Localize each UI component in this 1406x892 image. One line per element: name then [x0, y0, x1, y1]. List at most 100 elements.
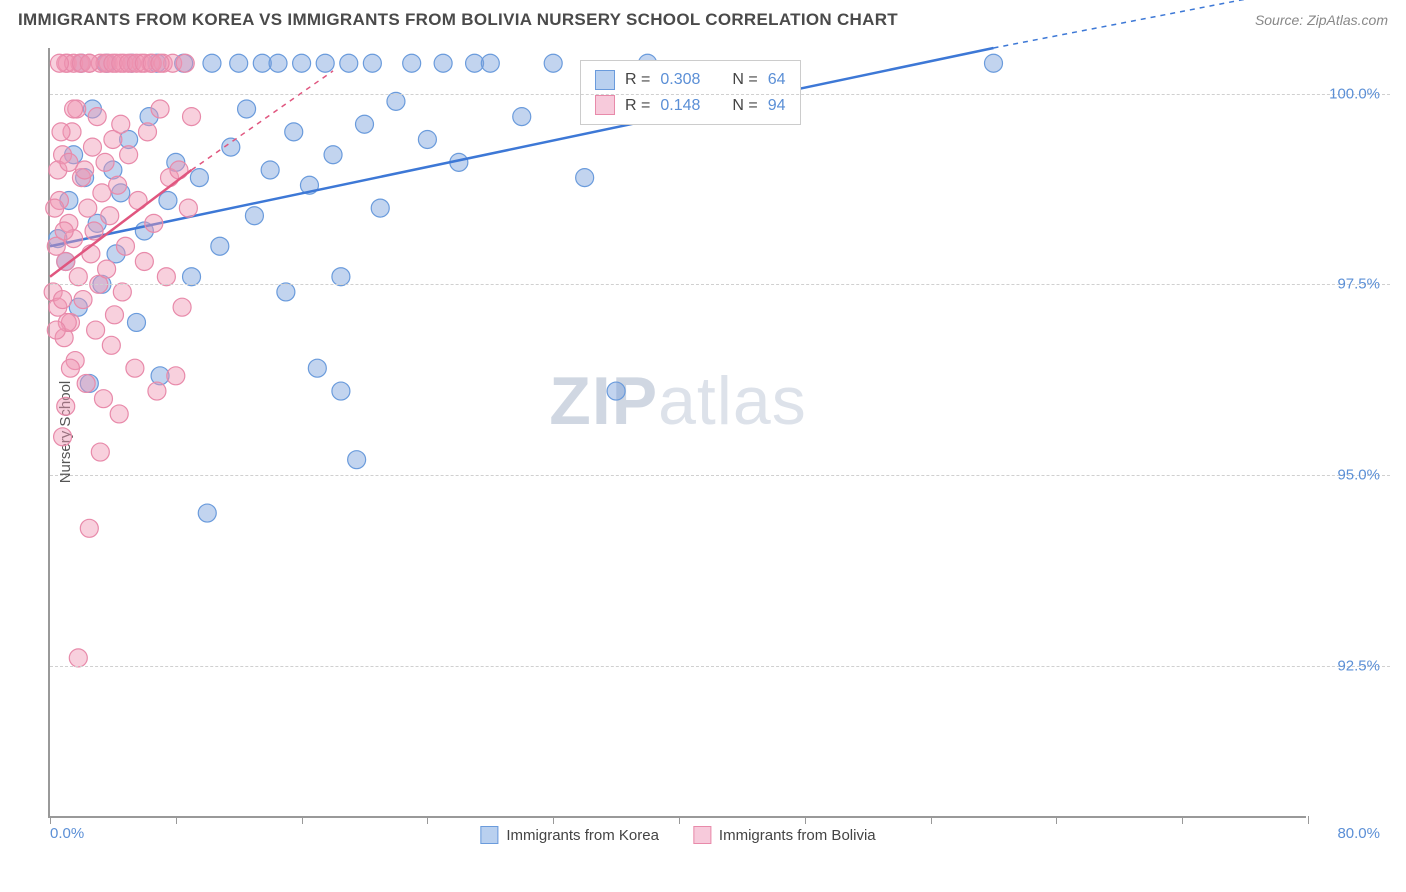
- gridline: [50, 666, 1390, 667]
- scatter-point: [238, 100, 256, 118]
- scatter-point: [112, 115, 130, 133]
- scatter-point: [173, 298, 191, 316]
- scatter-point: [54, 428, 72, 446]
- stats-r-value: 0.308: [660, 67, 700, 93]
- legend-label: Immigrants from Korea: [506, 827, 659, 844]
- x-tick: [302, 816, 303, 824]
- scatter-point: [316, 54, 334, 72]
- scatter-point: [403, 54, 421, 72]
- scatter-point: [434, 54, 452, 72]
- scatter-point: [261, 161, 279, 179]
- y-tick-label: 97.5%: [1337, 276, 1380, 293]
- scatter-point: [183, 108, 201, 126]
- scatter-point: [91, 443, 109, 461]
- gridline: [50, 94, 1390, 95]
- chart-header: IMMIGRANTS FROM KOREA VS IMMIGRANTS FROM…: [0, 0, 1406, 38]
- scatter-point: [157, 268, 175, 286]
- x-tick: [679, 816, 680, 824]
- scatter-point: [80, 519, 98, 537]
- legend-swatch-icon: [693, 826, 711, 844]
- y-tick-label: 100.0%: [1329, 85, 1380, 102]
- scatter-point: [211, 237, 229, 255]
- scatter-point: [50, 54, 68, 72]
- scatter-point: [54, 291, 72, 309]
- scatter-point: [116, 237, 134, 255]
- scatter-point: [176, 54, 194, 72]
- y-tick-label: 95.0%: [1337, 466, 1380, 483]
- scatter-point: [77, 374, 95, 392]
- chart-container: Nursery School ZIPatlas R =0.308N =64R =…: [48, 48, 1388, 818]
- legend-label: Immigrants from Bolivia: [719, 827, 876, 844]
- scatter-point: [293, 54, 311, 72]
- scatter-point: [179, 199, 197, 217]
- scatter-point: [332, 382, 350, 400]
- legend-swatch-icon: [480, 826, 498, 844]
- scatter-point: [285, 123, 303, 141]
- gridline: [50, 475, 1390, 476]
- scatter-point: [79, 199, 97, 217]
- legend-swatch-icon: [595, 70, 615, 90]
- scatter-point: [105, 306, 123, 324]
- stats-r-value: 0.148: [660, 93, 700, 119]
- scatter-point: [96, 153, 114, 171]
- trend-line-dashed: [192, 71, 334, 170]
- scatter-point: [544, 54, 562, 72]
- scatter-point: [88, 108, 106, 126]
- scatter-point: [308, 359, 326, 377]
- scatter-point: [198, 504, 216, 522]
- scatter-point: [55, 222, 73, 240]
- x-axis-min-label: 0.0%: [50, 825, 84, 842]
- scatter-point: [332, 268, 350, 286]
- stats-r-label: R =: [625, 93, 650, 119]
- scatter-point: [74, 291, 92, 309]
- x-tick: [50, 816, 51, 824]
- x-tick: [553, 816, 554, 824]
- scatter-point: [113, 283, 131, 301]
- scatter-point: [102, 336, 120, 354]
- legend-item: Immigrants from Bolivia: [693, 826, 876, 844]
- legend-swatch-icon: [595, 95, 615, 115]
- x-tick: [427, 816, 428, 824]
- scatter-point: [245, 207, 263, 225]
- scatter-point: [151, 54, 169, 72]
- x-axis-max-label: 80.0%: [1337, 825, 1380, 842]
- scatter-point: [387, 92, 405, 110]
- scatter-point: [277, 283, 295, 301]
- scatter-point: [65, 100, 83, 118]
- scatter-point: [151, 100, 169, 118]
- scatter-point: [148, 382, 166, 400]
- chart-source: Source: ZipAtlas.com: [1255, 12, 1388, 28]
- scatter-point: [356, 115, 374, 133]
- scatter-point: [340, 54, 358, 72]
- scatter-point: [513, 108, 531, 126]
- scatter-point: [46, 199, 64, 217]
- stats-r-label: R =: [625, 67, 650, 93]
- scatter-point: [190, 169, 208, 187]
- plot-svg: [50, 48, 1308, 818]
- legend-item: Immigrants from Korea: [480, 826, 659, 844]
- scatter-point: [101, 207, 119, 225]
- scatter-point: [159, 191, 177, 209]
- scatter-point: [83, 138, 101, 156]
- scatter-point: [98, 260, 116, 278]
- stats-n-label: N =: [732, 67, 757, 93]
- scatter-point: [607, 382, 625, 400]
- x-tick: [805, 816, 806, 824]
- scatter-point: [52, 123, 70, 141]
- scatter-point: [87, 321, 105, 339]
- scatter-point: [109, 176, 127, 194]
- scatter-point: [82, 245, 100, 263]
- chart-title: IMMIGRANTS FROM KOREA VS IMMIGRANTS FROM…: [18, 10, 898, 30]
- scatter-point: [135, 252, 153, 270]
- scatter-point: [348, 451, 366, 469]
- scatter-point: [126, 359, 144, 377]
- stats-n-value: 94: [768, 93, 786, 119]
- x-tick: [176, 816, 177, 824]
- scatter-point: [80, 54, 98, 72]
- scatter-point: [120, 146, 138, 164]
- scatter-point: [94, 390, 112, 408]
- scatter-point: [230, 54, 248, 72]
- scatter-point: [418, 130, 436, 148]
- scatter-point: [985, 54, 1003, 72]
- scatter-point: [269, 54, 287, 72]
